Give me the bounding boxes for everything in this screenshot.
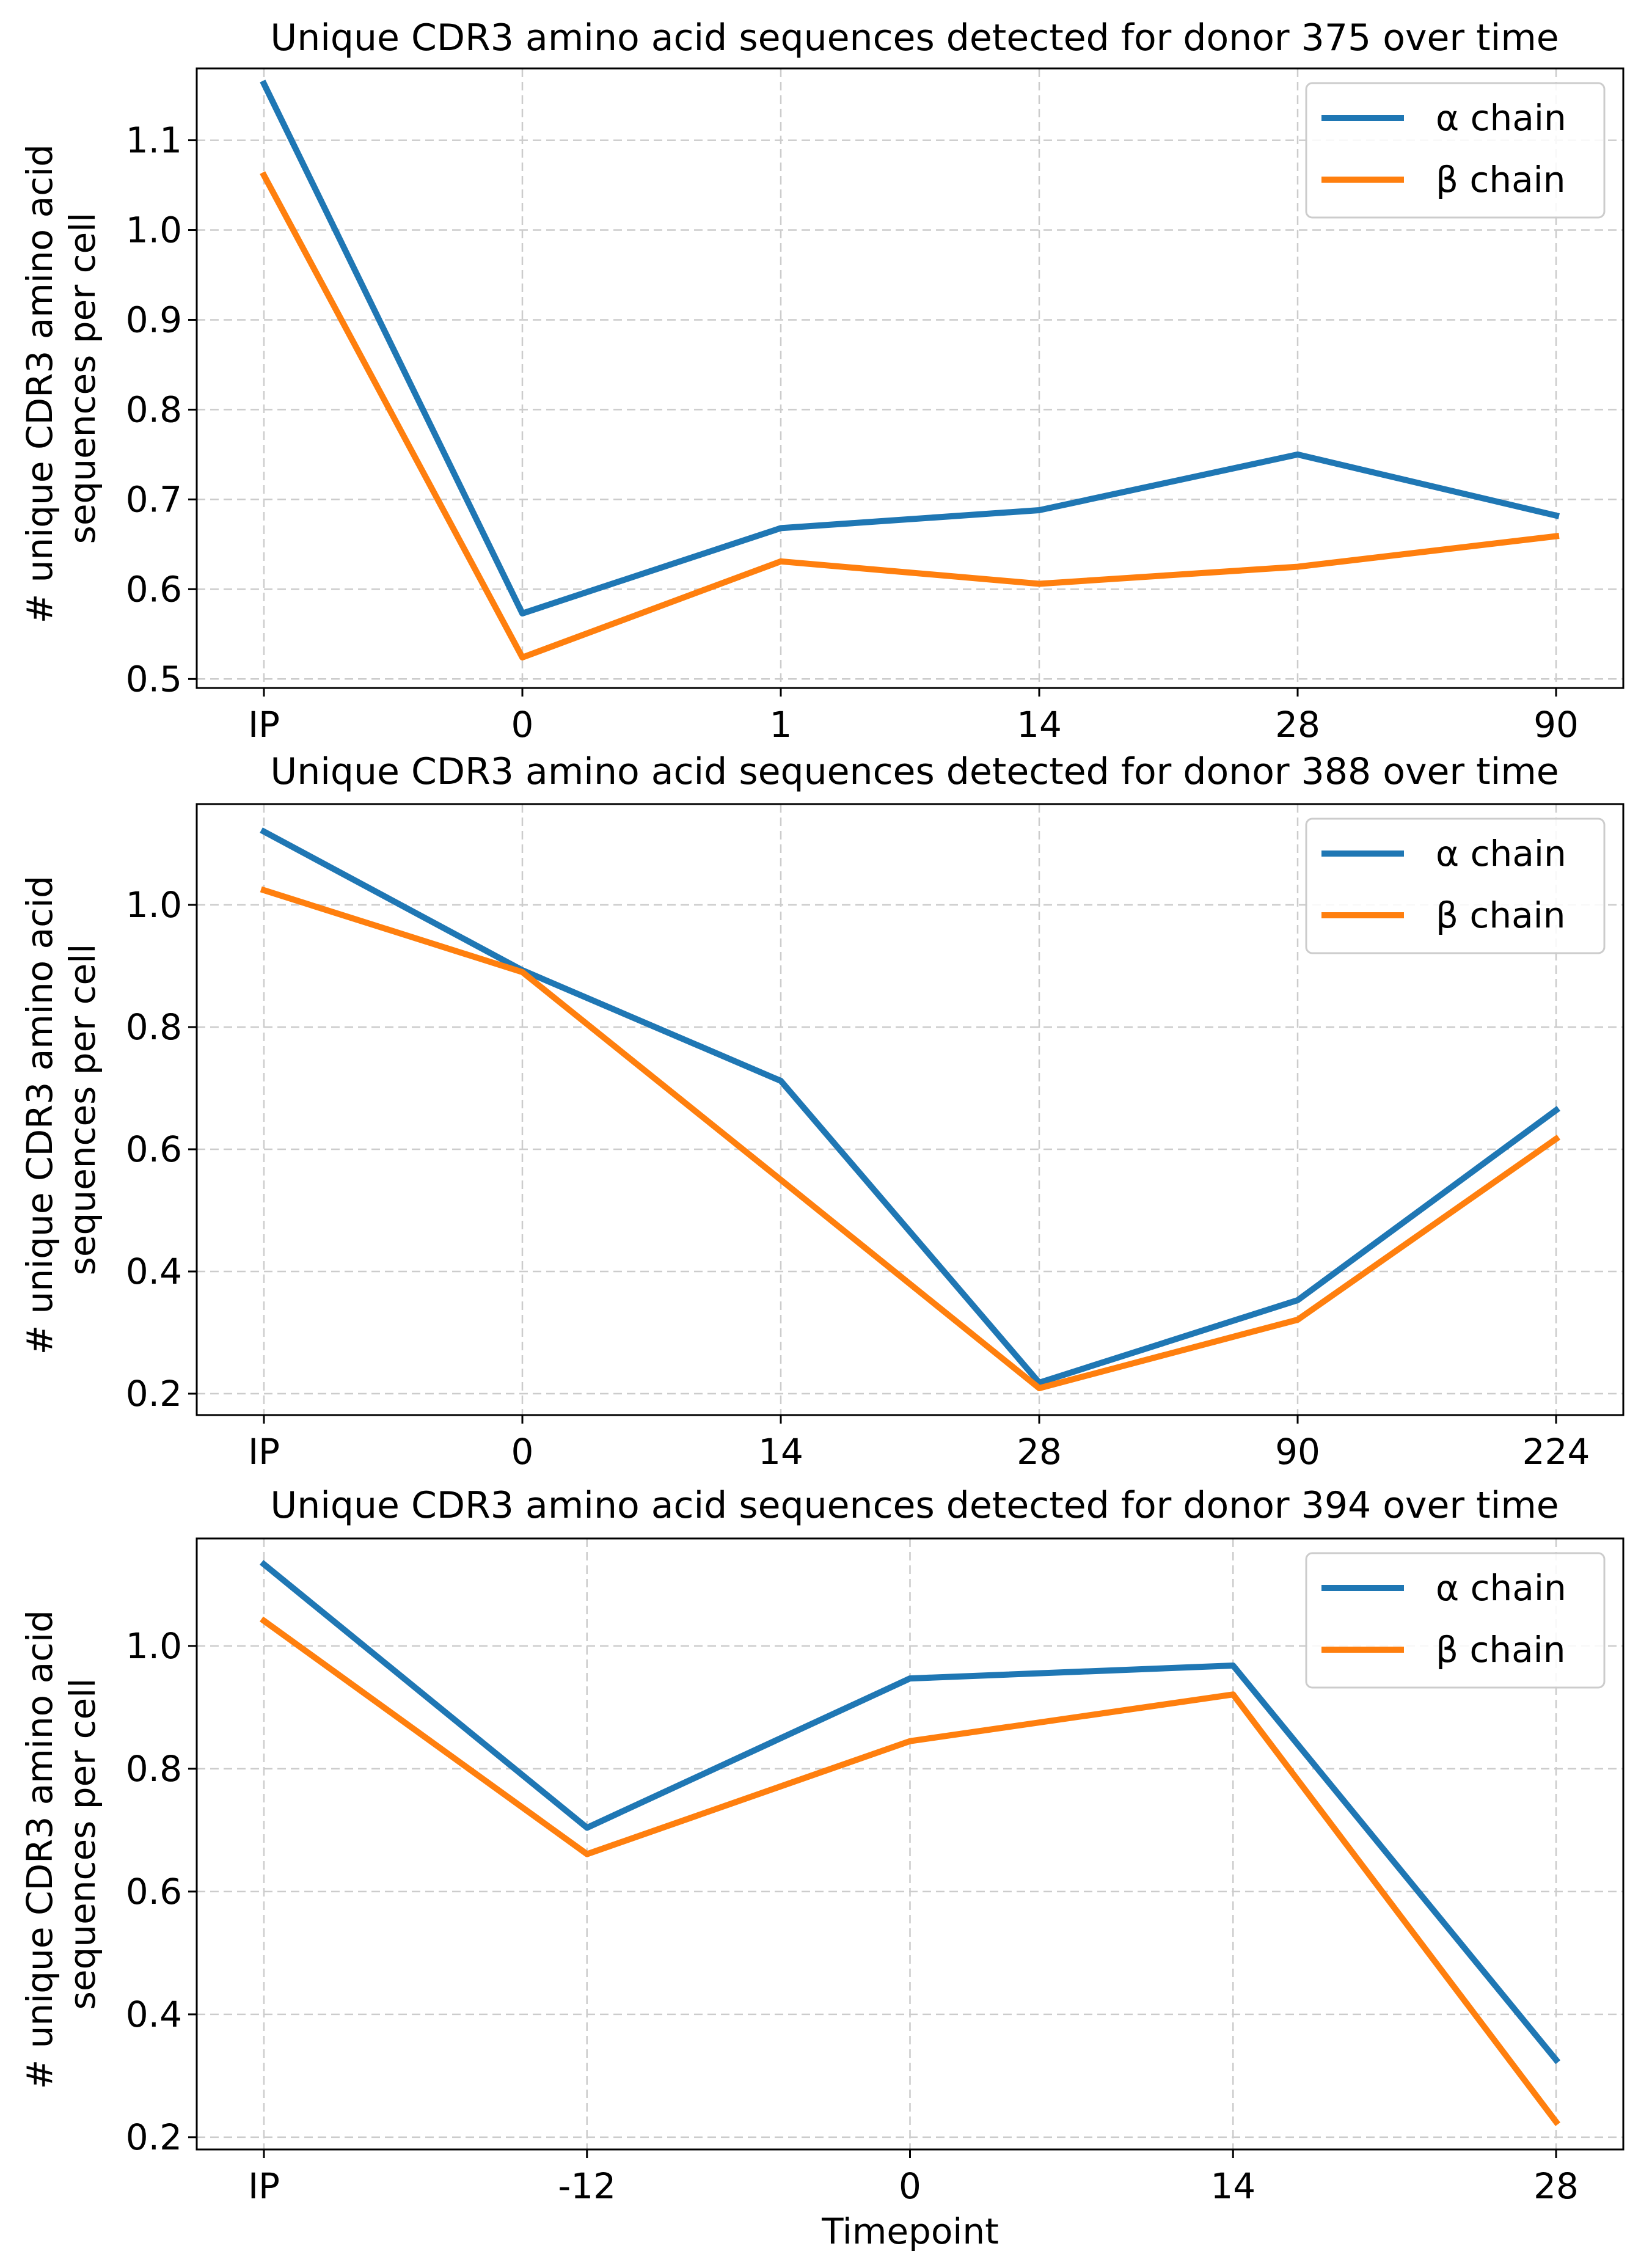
x-tick-label: -12	[558, 2165, 616, 2207]
x-tick-label: 28	[1533, 2165, 1579, 2207]
x-tick-label: 90	[1275, 1431, 1320, 1472]
y-tick-label: 1.0	[126, 884, 182, 926]
x-tick-label: IP	[248, 1431, 280, 1472]
series-layer	[260, 827, 1560, 1391]
y-tick-label: 1.0	[126, 1625, 182, 1667]
series-alpha-chain-line	[260, 827, 1560, 1386]
legend: α chain β chain	[1305, 818, 1606, 954]
legend-label-alpha: α chain	[1436, 833, 1566, 874]
x-tick-label: 0	[511, 1431, 534, 1472]
y-tick-label: 1.0	[126, 210, 182, 251]
y-axis-label-line-1: # unique CDR3 amino acid	[19, 1610, 60, 2089]
y-tick-label: 0.6	[126, 1871, 182, 1912]
x-axis: IP 0 14 28 90 224	[248, 1415, 1590, 1472]
series-beta-chain-line	[260, 171, 1560, 660]
y-tick-label: 0.6	[126, 568, 182, 610]
x-tick-label: IP	[248, 704, 280, 745]
y-axis-label-line-1: # unique CDR3 amino acid	[19, 144, 60, 623]
legend-label-beta: β chain	[1436, 159, 1566, 200]
plot-frame	[196, 803, 1625, 1416]
panel-donor-388: Unique CDR3 amino acid sequences detecte…	[19, 750, 1625, 1472]
series-beta-chain-line	[260, 886, 1560, 1391]
grid-layer	[197, 804, 1623, 1415]
y-tick-label: 1.1	[126, 120, 182, 161]
y-axis: 0.5 0.6 0.7 0.8 0.9 1.0 1.1	[126, 120, 197, 700]
legend-label-alpha: α chain	[1436, 1567, 1566, 1609]
chart-title: Unique CDR3 amino acid sequences detecte…	[270, 750, 1559, 793]
series-layer	[260, 79, 1560, 660]
x-tick-label: 90	[1533, 704, 1579, 745]
x-axis-label: Timepoint	[821, 2211, 999, 2252]
y-axis-label: # unique CDR3 amino acid sequences per c…	[19, 1599, 103, 2090]
y-tick-label: 0.8	[126, 1748, 182, 1790]
y-axis-label-line-2: sequences per cell	[62, 213, 103, 544]
y-tick-label: 0.9	[126, 299, 182, 340]
legend: α chain β chain	[1305, 82, 1606, 219]
series-layer	[259, 1560, 1561, 2126]
y-tick-label: 0.5	[126, 658, 182, 700]
y-axis-label: # unique CDR3 amino acid sequences per c…	[19, 865, 103, 1355]
x-tick-label: 28	[1275, 704, 1320, 745]
x-tick-label: 224	[1522, 1431, 1590, 1472]
x-tick-label: 28	[1017, 1431, 1062, 1472]
x-tick-label: 1	[770, 704, 792, 745]
y-axis-label-line-2: sequences per cell	[62, 1678, 103, 2010]
x-tick-label: 0	[511, 704, 534, 745]
legend-label-alpha: α chain	[1436, 97, 1566, 139]
y-axis: 0.2 0.4 0.6 0.8 1.0	[126, 1625, 197, 2158]
plot-frame	[196, 67, 1625, 689]
y-axis-label-line-2: sequences per cell	[62, 944, 103, 1276]
chart-title: Unique CDR3 amino acid sequences detecte…	[270, 1484, 1559, 1527]
x-axis: IP -12 0 14 28	[248, 2149, 1579, 2207]
y-axis-label-line-1: # unique CDR3 amino acid	[19, 876, 60, 1355]
y-tick-label: 0.2	[126, 1373, 182, 1414]
x-tick-label: 14	[1017, 704, 1062, 745]
y-tick-label: 0.8	[126, 1006, 182, 1048]
y-axis: 0.2 0.4 0.6 0.8 1.0	[126, 884, 197, 1414]
x-tick-label: 14	[1210, 2165, 1255, 2207]
x-tick-label: 14	[758, 1431, 803, 1472]
legend: α chain β chain	[1305, 1552, 1606, 1689]
chart-title: Unique CDR3 amino acid sequences detecte…	[270, 16, 1559, 59]
y-tick-label: 0.4	[126, 1994, 182, 2035]
y-tick-label: 0.6	[126, 1129, 182, 1170]
y-axis-label: # unique CDR3 amino acid sequences per c…	[19, 133, 103, 624]
x-tick-label: 0	[899, 2165, 921, 2207]
legend-label-beta: β chain	[1436, 1629, 1566, 1670]
series-beta-chain-line	[260, 1616, 1561, 2126]
series-alpha-chain-line	[260, 79, 1560, 616]
panel-donor-394: Unique CDR3 amino acid sequences detecte…	[19, 1484, 1625, 2252]
y-tick-label: 0.8	[126, 389, 182, 430]
x-axis: IP 0 1 14 28 90	[248, 688, 1579, 745]
y-tick-label: 0.4	[126, 1251, 182, 1292]
legend-label-beta: β chain	[1436, 894, 1566, 936]
x-tick-label: IP	[248, 2165, 280, 2207]
panel-donor-375: Unique CDR3 amino acid sequences detecte…	[19, 16, 1625, 745]
series-alpha-chain-line	[259, 1560, 1561, 2065]
y-tick-label: 0.7	[126, 478, 182, 520]
y-tick-label: 0.2	[126, 2116, 182, 2158]
